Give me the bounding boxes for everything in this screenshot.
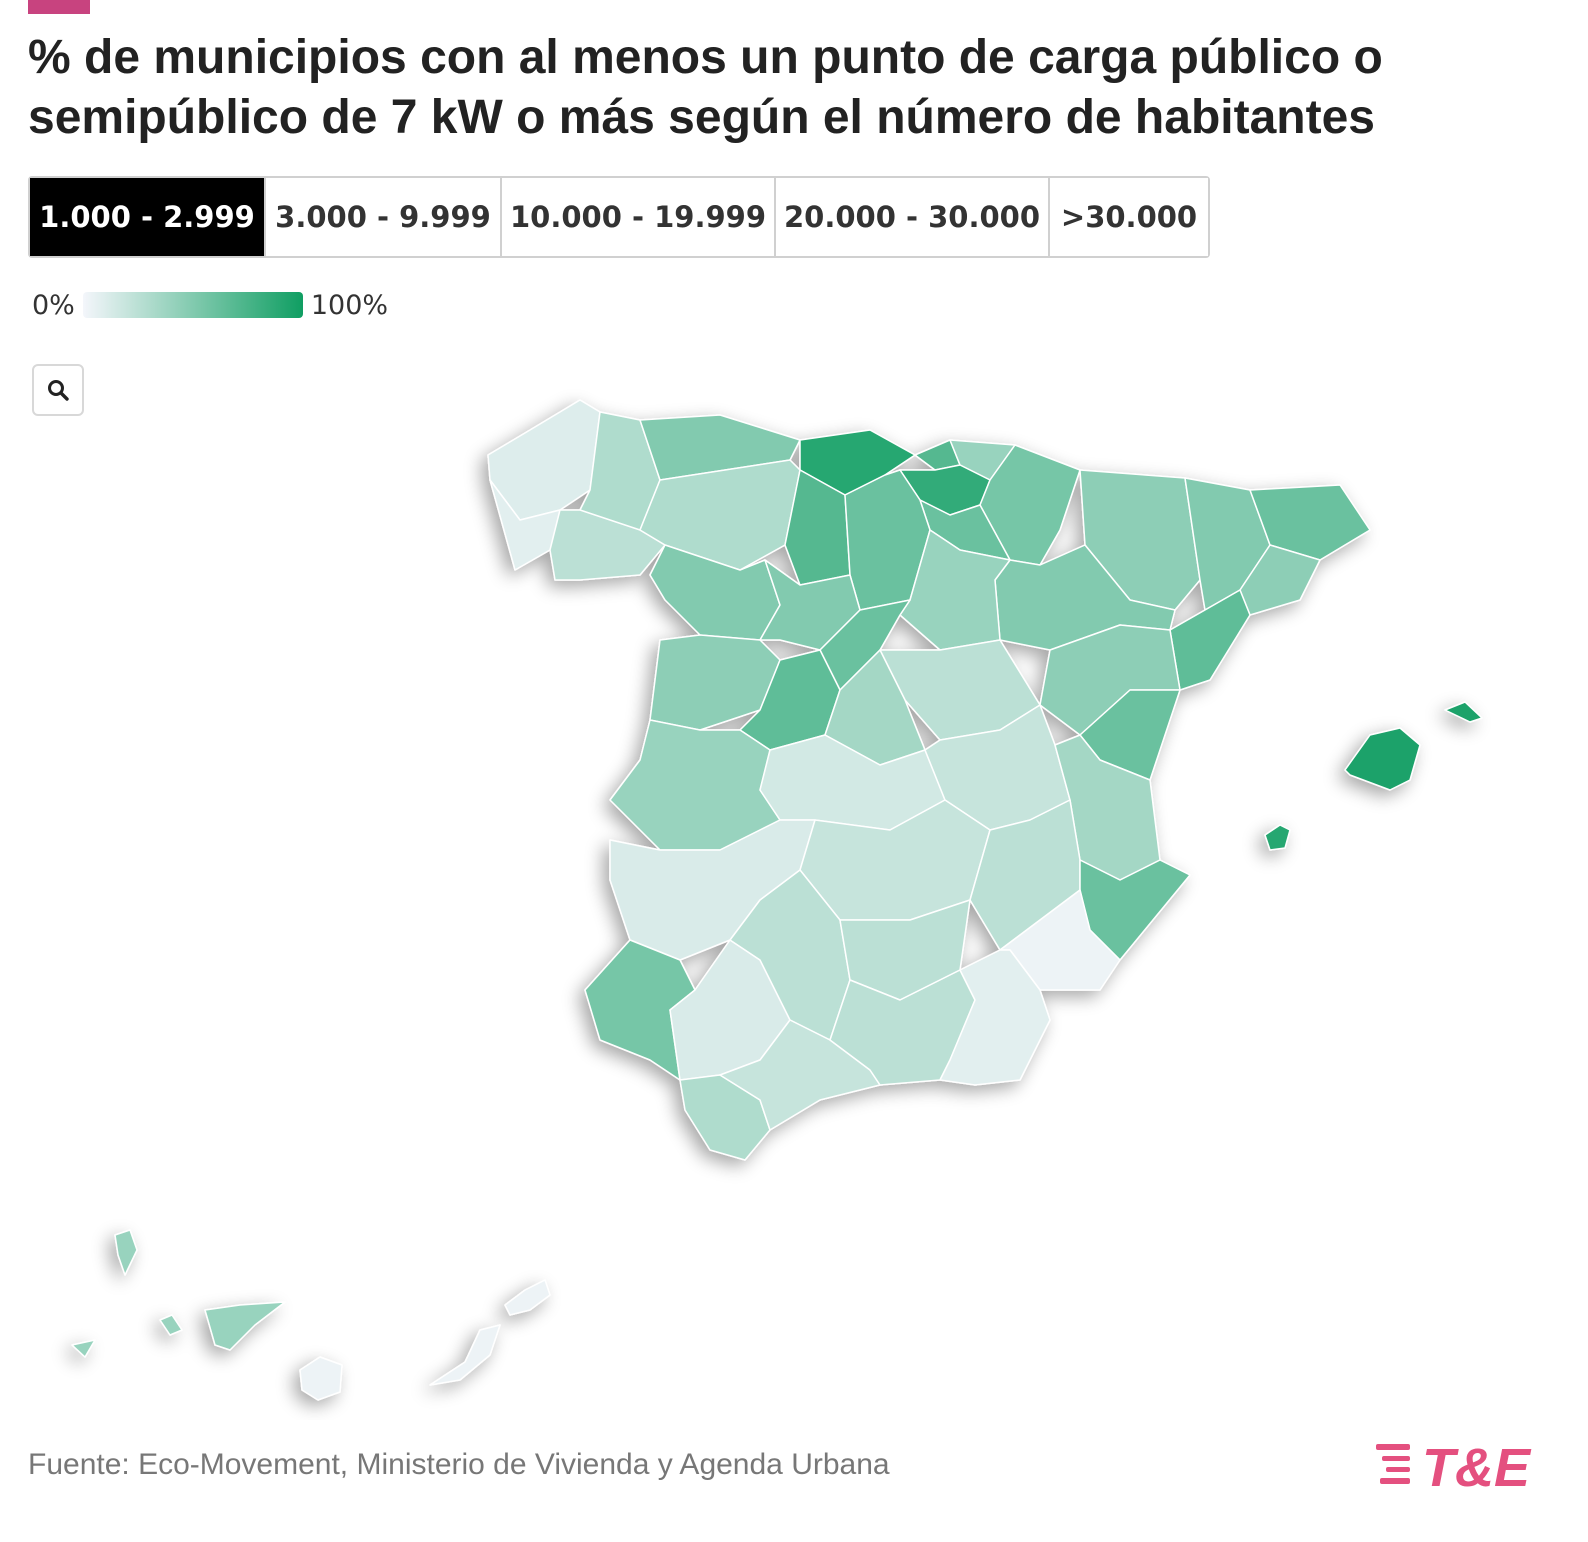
region-barcelona[interactable]: [1239, 544, 1321, 616]
search-icon: [48, 380, 69, 401]
region-la-palma[interactable]: [114, 1229, 138, 1276]
region-eivissa-i-formentera[interactable]: [1264, 824, 1291, 851]
legend-color-ramp: [82, 292, 303, 318]
tab-over-30000[interactable]: >30.000: [1050, 178, 1208, 256]
region-almería[interactable]: [939, 949, 1051, 1086]
region-menorca[interactable]: [1444, 701, 1483, 723]
tab-20000-30000[interactable]: 20.000 - 30.000: [776, 178, 1050, 256]
region-fuerteventura[interactable]: [429, 1324, 501, 1386]
color-legend: 0% 100%: [32, 289, 389, 321]
region-lanzarote[interactable]: [504, 1279, 551, 1316]
region-girona[interactable]: [1249, 484, 1371, 561]
tab-3000-9999[interactable]: 3.000 - 9.999: [266, 178, 502, 256]
logo-stripes-icon: [1376, 1444, 1410, 1484]
legend-min-label: 0%: [32, 289, 75, 321]
region-tenerife[interactable]: [204, 1301, 286, 1351]
tab-1000-2999[interactable]: 1.000 - 2.999: [30, 178, 266, 256]
region-cáceres[interactable]: [609, 719, 781, 851]
region-gran-canaria[interactable]: [299, 1356, 343, 1401]
legend-max-label: 100%: [310, 289, 389, 321]
page-title: % de municipios con al menos un punto de…: [28, 31, 1383, 144]
spain-choropleth-map: [71, 399, 1483, 1401]
te-logo: T&E: [1372, 1436, 1548, 1500]
map-zoom-button[interactable]: [32, 364, 84, 416]
region-león[interactable]: [639, 459, 801, 571]
region-la-gomera[interactable]: [159, 1314, 183, 1336]
source-note: Fuente: Eco-Movement, Ministerio de Vivi…: [28, 1448, 890, 1481]
population-tabs: 1.000 - 2.999 3.000 - 9.999 10.000 - 19.…: [28, 176, 1210, 258]
region-mallorca[interactable]: [1344, 727, 1421, 791]
region-el-hierro[interactable]: [71, 1339, 96, 1358]
accent-bar: [28, 0, 90, 14]
region-asturias[interactable]: [639, 414, 801, 481]
tab-10000-19999[interactable]: 10.000 - 19.999: [502, 178, 776, 256]
logo-text: T&E: [1422, 1438, 1532, 1498]
